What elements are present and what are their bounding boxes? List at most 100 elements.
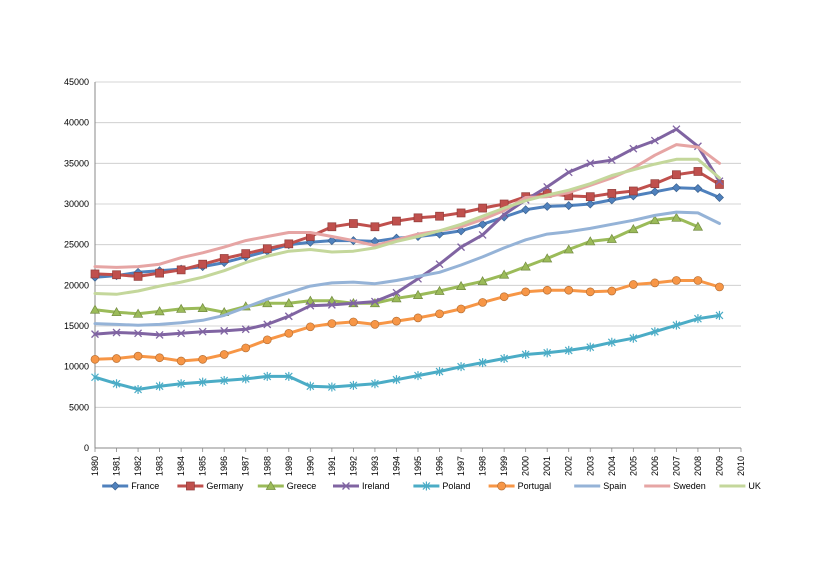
data-point (564, 285, 574, 295)
series-line (93, 170, 721, 278)
legend-label: Sweden (673, 481, 706, 491)
data-point (671, 183, 681, 193)
data-point (650, 136, 659, 145)
x-tick-label: 1996 (435, 456, 445, 476)
legend-label: Poland (442, 481, 470, 491)
data-point (155, 330, 164, 339)
data-point (414, 371, 422, 381)
series-germany (90, 167, 724, 281)
data-point (500, 354, 509, 364)
data-point (111, 306, 122, 317)
data-point (177, 379, 186, 389)
data-point (133, 351, 143, 361)
data-point (585, 199, 595, 209)
data-point (112, 270, 121, 280)
data-point (241, 343, 251, 353)
x-axis-tick-labels: 1980 1981 1982 1983 1984 1985 1986 1987 1988 1989… (90, 456, 746, 476)
x-tick-label: 2009 (714, 456, 724, 476)
data-point (692, 221, 704, 231)
data-point (478, 203, 487, 213)
data-point (220, 326, 229, 335)
x-tick-label: 1999 (499, 456, 509, 476)
data-point (176, 356, 186, 366)
data-point (262, 244, 272, 254)
data-point (693, 276, 703, 285)
x-tick-label: 1992 (348, 456, 358, 476)
legend-label: Spain (603, 481, 626, 491)
y-tick-label: 45000 (64, 77, 89, 87)
data-point (457, 243, 466, 252)
data-point (521, 287, 531, 297)
x-tick-label: 2005 (628, 456, 638, 476)
x-tick-label: 1980 (90, 456, 100, 476)
data-point (694, 314, 702, 324)
x-tick-label: 2001 (542, 456, 552, 476)
data-point (478, 219, 488, 229)
data-point (564, 345, 573, 355)
data-point (607, 286, 617, 296)
data-point (435, 211, 444, 221)
data-point (327, 222, 337, 232)
data-point (413, 213, 423, 223)
data-point (649, 215, 660, 225)
data-point (186, 481, 195, 491)
data-point (349, 317, 358, 327)
legend-item-france: France (102, 481, 159, 491)
data-point (434, 285, 445, 295)
data-point (370, 222, 380, 232)
data-point (521, 349, 530, 359)
data-point (607, 337, 616, 347)
x-tick-label: 2004 (607, 456, 617, 476)
data-point (155, 353, 164, 363)
x-tick-label: 1993 (370, 456, 380, 476)
data-point (521, 205, 531, 215)
data-point (283, 298, 294, 308)
data-point (134, 384, 142, 394)
legend: France Germany Greece Ireland Poland Portugal… (102, 480, 761, 491)
data-point (371, 379, 379, 389)
data-point (422, 481, 431, 491)
legend-item-spain: Spain (574, 481, 626, 491)
data-point (585, 236, 596, 246)
data-point (586, 159, 595, 168)
data-point (392, 216, 401, 226)
data-point (241, 325, 250, 334)
data-point (542, 201, 552, 211)
data-point (563, 244, 574, 254)
y-tick-label: 25000 (64, 240, 89, 250)
data-point (198, 327, 207, 336)
data-point (241, 374, 250, 384)
data-point (91, 372, 99, 382)
x-tick-label: 2007 (671, 456, 681, 476)
legend-item-germany: Germany (177, 481, 244, 491)
data-point (629, 144, 638, 153)
series-line (93, 143, 721, 269)
data-point (155, 268, 164, 278)
data-point (542, 253, 553, 263)
data-point (628, 280, 638, 289)
data-point (327, 319, 337, 328)
data-point (263, 320, 272, 329)
data-point (564, 201, 574, 211)
data-point (715, 282, 724, 292)
data-point (155, 381, 164, 391)
x-tick-label: 1994 (391, 456, 401, 476)
legend-label: Ireland (362, 481, 390, 491)
data-point (262, 335, 272, 345)
y-tick-label: 10000 (64, 362, 89, 372)
data-point (457, 362, 465, 372)
data-point (305, 322, 315, 332)
data-point (478, 358, 487, 368)
data-point (197, 302, 208, 312)
data-point (241, 249, 251, 258)
legend-item-uk: UK (719, 481, 761, 491)
series-line (93, 210, 721, 327)
data-point (693, 167, 703, 176)
data-point (585, 192, 595, 202)
x-tick-label: 1997 (456, 456, 466, 476)
data-point (693, 184, 703, 194)
x-tick-label: 1986 (219, 456, 229, 476)
data-point (714, 192, 724, 202)
axes (94, 82, 742, 452)
data-point (349, 299, 358, 308)
